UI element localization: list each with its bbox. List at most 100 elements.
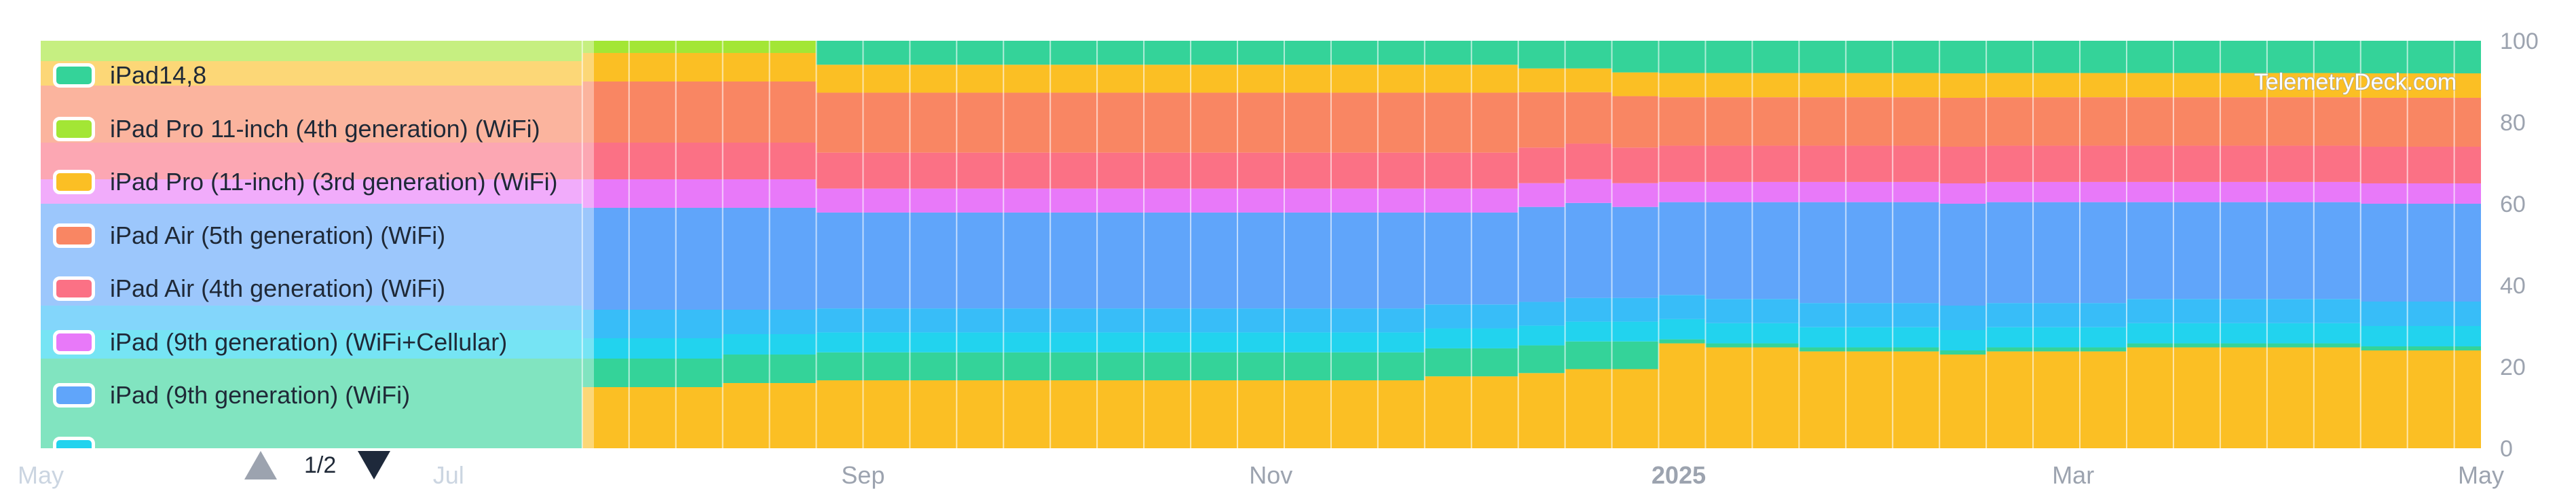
area-segment-10-10 xyxy=(1050,41,1098,65)
area-segment-10-14 xyxy=(1237,41,1284,65)
area-segment-10-30 xyxy=(1986,41,2034,73)
area-segment-4-14 xyxy=(1237,212,1284,309)
area-segment-6-1 xyxy=(629,143,676,179)
area-segment-7-33 xyxy=(2126,97,2173,146)
area-segment-0-10 xyxy=(1050,380,1098,448)
area-segment-1-18 xyxy=(1424,348,1472,377)
area-segment-8-29 xyxy=(1939,73,1987,98)
area-segment-1-17 xyxy=(1377,352,1425,380)
area-segment-6-2 xyxy=(675,143,723,179)
area-segment-1-30 xyxy=(1986,347,2034,352)
area-segment-2-22 xyxy=(1611,321,1659,342)
area-segment-1-5 xyxy=(816,352,863,380)
area-segment-4-16 xyxy=(1330,212,1378,309)
area-segment-10-5 xyxy=(816,41,863,65)
area-segment-6-40 xyxy=(2454,147,2481,183)
legend-label: iPad Pro (11-inch) (3rd generation) (WiF… xyxy=(110,168,558,196)
area-segment-0-35 xyxy=(2220,347,2267,448)
area-segment-6-34 xyxy=(2173,145,2220,182)
area-segment-2-20 xyxy=(1518,325,1565,346)
area-segment-4-6 xyxy=(863,212,910,309)
legend-item[interactable]: iPad (9th generation) (WiFi) xyxy=(53,369,558,422)
area-segment-2-37 xyxy=(2313,323,2361,344)
pager-prev-icon[interactable] xyxy=(244,451,277,479)
y-tick-label: 0 xyxy=(2500,436,2513,462)
area-segment-10-37 xyxy=(2313,41,2361,73)
legend-item[interactable] xyxy=(53,422,558,448)
area-segment-1-25 xyxy=(1752,343,1799,348)
area-segment-0-26 xyxy=(1799,351,1846,448)
area-segment-6-36 xyxy=(2266,145,2314,182)
area-segment-7-0 xyxy=(582,82,629,143)
area-segment-4-2 xyxy=(675,208,723,310)
area-segment-5-5 xyxy=(816,188,863,213)
area-segment-8-40 xyxy=(2454,73,2481,98)
area-segment-8-1 xyxy=(629,53,676,82)
area-segment-1-16 xyxy=(1330,352,1378,380)
area-segment-3-2 xyxy=(675,310,723,338)
area-segment-6-38 xyxy=(2360,147,2408,183)
y-tick-label: 60 xyxy=(2500,192,2526,217)
legend-overlay xyxy=(41,41,594,448)
area-segment-4-32 xyxy=(2080,202,2127,304)
area-segment-6-37 xyxy=(2313,145,2361,182)
area-segment-7-16 xyxy=(1330,92,1378,153)
area-segment-5-24 xyxy=(1705,181,1753,202)
area-segment-4-4 xyxy=(769,208,817,310)
area-segment-5-13 xyxy=(1191,188,1238,213)
area-segment-0-36 xyxy=(2266,347,2314,448)
area-segment-0-5 xyxy=(816,380,863,448)
area-segment-5-7 xyxy=(910,188,957,213)
area-segment-2-32 xyxy=(2080,327,2127,348)
early-band-3 xyxy=(41,306,582,330)
area-segment-0-39 xyxy=(2407,350,2454,448)
area-segment-5-36 xyxy=(2266,181,2314,202)
area-segment-6-13 xyxy=(1191,152,1238,189)
area-segment-4-9 xyxy=(1003,212,1051,309)
legend-item[interactable]: iPad Pro 11-inch (4th generation) (WiFi) xyxy=(53,103,558,156)
area-segment-3-35 xyxy=(2220,299,2267,323)
y-axis: 0 20 40 60 80 100 xyxy=(2500,29,2539,462)
area-segment-6-16 xyxy=(1330,152,1378,189)
area-segment-0-24 xyxy=(1705,347,1753,448)
legend-item[interactable]: iPad14,8 xyxy=(53,49,558,103)
y-tick-label: 40 xyxy=(2500,273,2526,299)
area-segment-6-19 xyxy=(1471,152,1518,189)
area-segment-10-8 xyxy=(956,41,1004,65)
area-segment-9-1 xyxy=(629,41,676,53)
area-segment-0-1 xyxy=(629,387,676,448)
area-segment-10-15 xyxy=(1284,41,1331,65)
area-segment-6-5 xyxy=(816,152,863,189)
area-segment-7-38 xyxy=(2360,98,2408,147)
area-segment-3-7 xyxy=(910,308,957,333)
legend-item[interactable]: iPad (9th generation) (WiFi+Cellular) xyxy=(53,316,558,369)
area-segment-7-37 xyxy=(2313,97,2361,146)
area-segment-5-19 xyxy=(1471,188,1518,213)
area-segment-5-38 xyxy=(2360,183,2408,204)
x-tick-label: May xyxy=(18,461,64,489)
area-segment-8-18 xyxy=(1424,65,1472,93)
legend-item[interactable]: iPad Pro (11-inch) (3rd generation) (WiF… xyxy=(53,156,558,209)
area-segment-6-20 xyxy=(1518,147,1565,183)
legend-item[interactable]: iPad Air (5th generation) (WiFi) xyxy=(53,209,558,263)
area-segment-8-25 xyxy=(1752,73,1799,98)
legend-item[interactable]: iPad Air (4th generation) (WiFi) xyxy=(53,262,558,316)
pager-next-icon[interactable] xyxy=(358,451,391,479)
area-segment-4-33 xyxy=(2126,202,2173,300)
area-segment-8-16 xyxy=(1330,65,1378,93)
area-segment-5-6 xyxy=(863,188,910,213)
area-segment-8-8 xyxy=(956,65,1004,93)
area-segment-7-5 xyxy=(816,92,863,153)
area-segment-6-8 xyxy=(956,152,1004,189)
area-segment-5-39 xyxy=(2407,183,2454,204)
early-band-1 xyxy=(41,359,582,387)
area-segment-4-13 xyxy=(1191,212,1238,309)
area-segment-2-40 xyxy=(2454,326,2481,346)
area-segment-2-21 xyxy=(1565,321,1612,342)
area-segment-7-27 xyxy=(1846,97,1893,146)
area-segment-2-2 xyxy=(675,338,723,359)
area-segment-2-23 xyxy=(1658,319,1706,340)
area-segment-7-23 xyxy=(1658,97,1706,146)
area-segment-7-30 xyxy=(1986,97,2034,146)
legend-list: iPad14,8 iPad Pro 11-inch (4th generation… xyxy=(53,49,558,448)
